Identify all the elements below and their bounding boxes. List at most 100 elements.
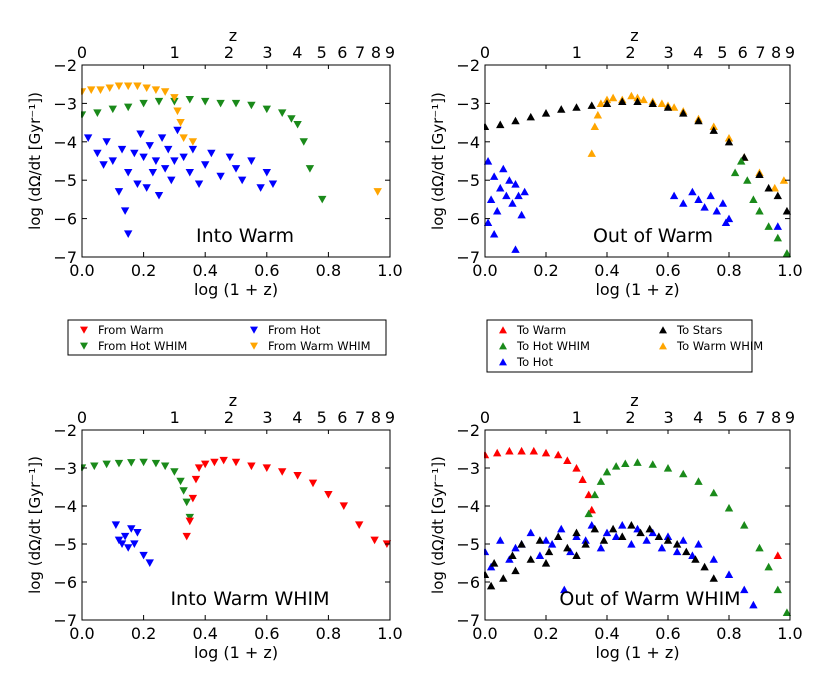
data-point: [663, 103, 673, 111]
data-point: [170, 94, 179, 102]
data-point: [782, 249, 791, 257]
data-point: [782, 608, 791, 616]
data-point: [526, 555, 535, 563]
data-point: [572, 464, 581, 472]
data-point: [517, 540, 526, 548]
z-tick-label: 9: [385, 408, 395, 427]
legend-marker: [250, 342, 258, 350]
z-tick-label: 4: [292, 408, 302, 427]
data-point: [608, 93, 618, 102]
z-tick-label: 8: [771, 43, 781, 62]
y-tick-label: −5: [456, 171, 480, 190]
data-point: [688, 187, 697, 196]
data-point: [590, 490, 599, 499]
panel-3: 0.0 0.2 0.4 0.6 0.8 1.0 −2 −3 −4 −5 −6 −7 0 1 2 3 4 5 6 7 8 9…: [26, 391, 403, 662]
top-axis-label: z: [630, 391, 638, 410]
data-point: [709, 126, 718, 134]
x-tick-label: 0.6: [254, 261, 279, 280]
data-point: [247, 157, 256, 165]
data-point: [505, 555, 514, 563]
legend-marker: [499, 342, 507, 350]
data-point: [87, 86, 96, 94]
x-tick-label: 0.4: [594, 261, 619, 280]
data-point: [709, 122, 718, 131]
z-tick-label: 5: [717, 43, 727, 62]
y-tick-label: −2: [53, 421, 77, 440]
data-point: [709, 574, 718, 582]
data-point: [694, 477, 703, 485]
data-point: [639, 95, 648, 104]
data-point: [709, 488, 718, 497]
data-point: [511, 116, 520, 125]
data-point: [581, 536, 590, 544]
data-point: [648, 460, 657, 468]
data-point: [514, 191, 523, 200]
data-point: [602, 528, 612, 537]
data-point: [764, 222, 773, 230]
data-point: [127, 525, 136, 533]
z-tick-label: 7: [755, 43, 765, 62]
data-point: [679, 199, 688, 207]
data-point: [136, 130, 145, 139]
data-point: [308, 479, 318, 488]
z-tick-label: 1: [170, 43, 180, 62]
data-point: [493, 206, 502, 215]
data-point: [602, 99, 612, 107]
data-point: [256, 184, 265, 192]
data-point: [182, 498, 191, 507]
top-axis-label: z: [229, 26, 237, 45]
data-point: [529, 446, 538, 455]
panel-2: 0.0 0.2 0.4 0.6 0.8 1.0 −2 −3 −4 −5 −6 −7 0 1 2 3 4 5 6 7 8 9…: [429, 26, 803, 299]
y-tick-label: −7: [53, 611, 77, 630]
legend-label: To Hot: [516, 355, 553, 369]
data-point: [587, 101, 596, 109]
data-point: [496, 536, 505, 544]
data-point: [563, 456, 572, 464]
z-tick-label: 6: [337, 408, 347, 427]
data-point: [679, 536, 688, 544]
data-point: [618, 521, 627, 529]
data-point: [773, 222, 782, 230]
z-tick-label: 3: [262, 43, 272, 62]
data-point: [508, 199, 517, 207]
data-point: [611, 532, 621, 540]
data-point: [93, 149, 102, 158]
data-point: [93, 109, 102, 117]
data-point: [231, 458, 241, 467]
data-point: [108, 157, 117, 165]
data-point: [700, 203, 709, 211]
data-point: [535, 536, 545, 544]
data-point: [145, 559, 154, 567]
data-point: [194, 180, 204, 189]
data-point: [117, 145, 127, 154]
legend-1: From Warm From Hot From Hot WHIM From Warm …: [67, 319, 387, 356]
legend-box: [486, 319, 753, 373]
data-point: [648, 99, 657, 107]
data-point: [142, 184, 151, 192]
data-point: [373, 188, 382, 196]
z-tick-label: 8: [371, 43, 381, 62]
data-point: [587, 149, 596, 157]
data-point: [672, 547, 682, 556]
data-point: [114, 82, 124, 91]
legend-label: From Hot: [268, 323, 321, 337]
data-point: [633, 93, 642, 102]
data-point: [185, 168, 194, 177]
data-point: [572, 551, 581, 559]
data-point: [124, 544, 133, 552]
data-point: [105, 84, 114, 93]
data-point: [499, 574, 508, 582]
legend-marker: [80, 326, 88, 334]
data-point: [130, 149, 139, 158]
z-tick-label: 4: [693, 408, 703, 427]
data-point: [526, 528, 535, 537]
data-point: [691, 555, 700, 563]
data-point: [237, 176, 247, 185]
data-point: [627, 521, 636, 529]
panel-title: Into Warm: [196, 225, 294, 247]
y-tick-label: −5: [53, 535, 77, 554]
x-tick-label: 0.8: [316, 624, 341, 643]
z-tick-label: 8: [771, 408, 781, 427]
data-point: [743, 176, 752, 184]
data-point: [749, 600, 758, 609]
